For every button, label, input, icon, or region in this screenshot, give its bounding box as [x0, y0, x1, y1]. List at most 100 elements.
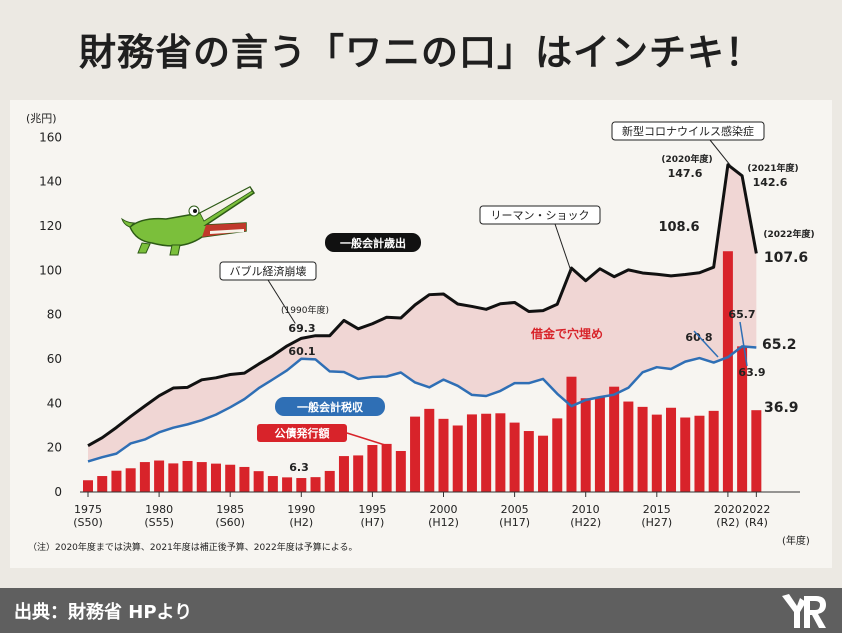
x-tick-era-label: (H27) — [641, 516, 672, 529]
bond-bar — [694, 415, 705, 492]
brand-logo-icon — [782, 594, 826, 628]
bond-bar — [182, 460, 193, 492]
expenditure-line — [87, 163, 758, 447]
revenue-label-box — [275, 397, 385, 416]
bond-bar — [609, 386, 620, 492]
x-tick-era-label: (H17) — [499, 516, 530, 529]
y-tick-label: 120 — [39, 219, 62, 233]
corona-callout: 新型コロナウイルス感染症 — [622, 124, 754, 138]
bond-bar — [267, 476, 278, 492]
x-tick-era-label: (H2) — [289, 516, 313, 529]
x-tick-label: 1990 — [287, 503, 315, 516]
bond-bar — [495, 413, 506, 492]
y-tick-label: 20 — [47, 441, 62, 455]
crocodile-part — [137, 242, 181, 256]
bond-bar — [196, 462, 207, 492]
bond-bar — [395, 450, 406, 492]
bond-bar — [97, 476, 108, 492]
bond-bar — [139, 462, 150, 492]
x-tick-era-label: (R4) — [745, 516, 768, 529]
expenditure-2022-value: 107.6 — [764, 250, 808, 266]
bond-bar — [637, 406, 648, 492]
bonds-label-pointer — [346, 432, 386, 446]
x-tick-label: 2000 — [430, 503, 458, 516]
expenditure-label: 一般会計歳出 — [340, 236, 406, 250]
chart-svg: (兆円)0204060801001201401601975(S50)1980(S… — [26, 112, 815, 553]
bond-bar — [566, 376, 577, 492]
headline-banner: 財務省の言う「ワニの口」はインチキ！ — [0, 0, 842, 100]
bond-bar — [438, 418, 449, 492]
bond-bar — [523, 431, 534, 492]
bonds-label: 公債発行額 — [275, 426, 330, 440]
revenue-2021-pointer — [739, 321, 748, 367]
bond-bar — [296, 478, 307, 492]
y-axis-unit: (兆円) — [26, 112, 57, 125]
x-tick-label: 2005 — [501, 503, 529, 516]
source-footer: 出典：財務省 HPより — [0, 588, 842, 633]
bond-bar — [666, 407, 677, 492]
bond-bar — [410, 416, 421, 492]
bond-bar — [83, 480, 93, 492]
expenditure-label-box — [325, 233, 421, 252]
bond-bar — [353, 455, 364, 492]
y-tick-label: 80 — [47, 308, 62, 322]
bond-bar — [381, 443, 392, 492]
revenue-label: 一般会計税収 — [297, 400, 364, 414]
deficit-gap-area — [88, 164, 757, 462]
bond-bar — [737, 346, 748, 492]
bond-bar — [751, 410, 762, 492]
bond-bar — [680, 417, 691, 492]
bond-bar — [168, 463, 179, 492]
corona-callout-box — [611, 121, 765, 141]
bonds-label-box — [257, 424, 347, 442]
bond-bar — [466, 414, 477, 492]
x-tick-label: 2022 — [742, 503, 770, 516]
fy2021-annotation: (2021年度) — [747, 162, 798, 174]
x-tick-era-label: (H12) — [428, 516, 459, 529]
x-axis-unit: (年度) — [782, 534, 810, 547]
bond-bar — [225, 464, 236, 492]
expenditure-1990-value: 69.3 — [288, 322, 315, 335]
headline-title: 財務省の言う「ワニの口」はインチキ！ — [79, 31, 763, 74]
x-tick-era-label: (R2) — [716, 516, 739, 529]
crocodile-part — [121, 217, 136, 228]
expenditure-2021-value: 142.6 — [753, 176, 788, 189]
bubble-callout: バブル経済崩壊 — [230, 264, 307, 278]
y-tick-label: 60 — [47, 352, 62, 366]
gap-label: 借金で穴埋め — [530, 326, 603, 341]
bond-bar — [111, 470, 122, 492]
crocodile-icon — [121, 186, 256, 256]
bond-bar — [509, 422, 520, 492]
x-tick-label: 1985 — [216, 503, 244, 516]
crocodile-part — [199, 186, 253, 222]
expenditure-2020-value: 147.6 — [668, 167, 703, 180]
bond-bar — [722, 251, 733, 492]
source-text: 出典：財務省 HPより — [14, 602, 193, 623]
x-tick-label: 1975 — [74, 503, 102, 516]
x-tick-label: 1995 — [358, 503, 386, 516]
bond-bar — [154, 460, 165, 492]
x-tick-label: 2010 — [572, 503, 600, 516]
bond-bar — [594, 397, 605, 492]
x-tick-era-label: (H22) — [570, 516, 601, 529]
bond-bar — [210, 463, 221, 492]
bond-bar — [282, 477, 293, 492]
bonds-2020-value: 108.6 — [658, 220, 699, 235]
revenue-2021-value: 63.9 — [738, 366, 765, 379]
lehman-callout-pointer — [554, 223, 572, 273]
bond-bar — [125, 468, 136, 492]
bond-bar — [623, 401, 634, 492]
x-tick-label: 2015 — [643, 503, 671, 516]
bond-bar — [324, 470, 335, 492]
bond-bar — [239, 466, 250, 492]
x-tick-label: 2020 — [714, 503, 742, 516]
crocodile-part — [210, 229, 244, 234]
bonds-2021-value: 65.7 — [728, 308, 755, 321]
footnote: （注）2020年度までは決算、2021年度は補正後予算、2022年度は予算による… — [28, 541, 357, 553]
y-tick-label: 160 — [39, 130, 62, 144]
y-tick-label: 40 — [47, 396, 62, 410]
lehman-callout-box — [479, 205, 601, 225]
bonds-2022-value: 36.9 — [764, 400, 799, 416]
bond-bar — [651, 414, 662, 492]
bond-bar — [481, 413, 492, 492]
